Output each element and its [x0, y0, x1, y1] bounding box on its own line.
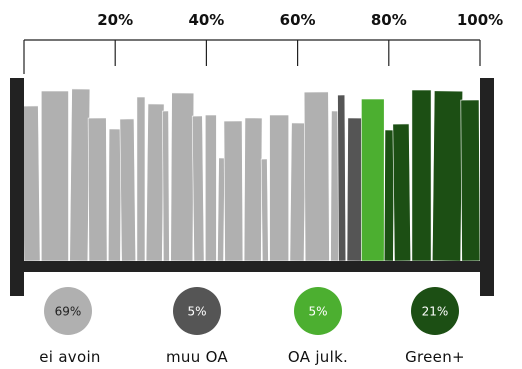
book-oa-julk- — [361, 98, 385, 262]
category-label: ei avoin — [39, 348, 100, 366]
book-green- — [460, 99, 481, 262]
value-label: 5% — [187, 305, 206, 319]
book-ei-avoin — [260, 158, 269, 262]
axis-tick-label: 80% — [371, 11, 407, 29]
book-muu-oa — [346, 117, 363, 262]
category-label: Green+ — [405, 348, 465, 366]
book-ei-avoin — [269, 114, 290, 262]
category-label: OA julk. — [288, 348, 348, 366]
book-green- — [431, 90, 463, 262]
book-ei-avoin — [217, 157, 226, 262]
book-green- — [411, 89, 432, 262]
book-ei-avoin — [303, 91, 330, 262]
legend-circle — [411, 287, 459, 335]
book-green- — [392, 123, 412, 262]
book-ei-avoin — [136, 96, 146, 262]
book-ei-avoin — [145, 103, 165, 262]
book-ei-avoin — [69, 88, 91, 262]
axis-tick-label: 40% — [188, 11, 224, 29]
shelf-side-right — [480, 78, 494, 296]
book-ei-avoin — [40, 90, 69, 262]
book-green- — [383, 129, 395, 262]
book-ei-avoin — [107, 128, 122, 262]
book-ei-avoin — [170, 92, 195, 262]
shelf-side-left — [10, 78, 24, 296]
book-ei-avoin — [243, 117, 263, 262]
legend-circle — [173, 287, 221, 335]
book-ei-avoin — [87, 117, 108, 262]
category-label: muu OA — [166, 348, 228, 366]
legend-circle — [44, 287, 92, 335]
value-label: 5% — [308, 305, 327, 319]
axis-tick-label: 100% — [457, 11, 503, 29]
axis-tick-label: 20% — [97, 11, 133, 29]
axis-tick-label: 60% — [280, 11, 316, 29]
book-ei-avoin — [162, 110, 170, 262]
book-ei-avoin — [119, 118, 137, 262]
book-ei-avoin — [21, 105, 41, 262]
book-ei-avoin — [205, 114, 217, 262]
book-ei-avoin — [223, 120, 244, 262]
value-label: 69% — [55, 305, 82, 319]
legend-circle — [294, 287, 342, 335]
book-ei-avoin — [289, 122, 306, 262]
book-muu-oa — [337, 94, 347, 262]
value-label: 21% — [422, 305, 449, 319]
book-ei-avoin — [191, 115, 205, 262]
shelf-board — [18, 261, 488, 272]
